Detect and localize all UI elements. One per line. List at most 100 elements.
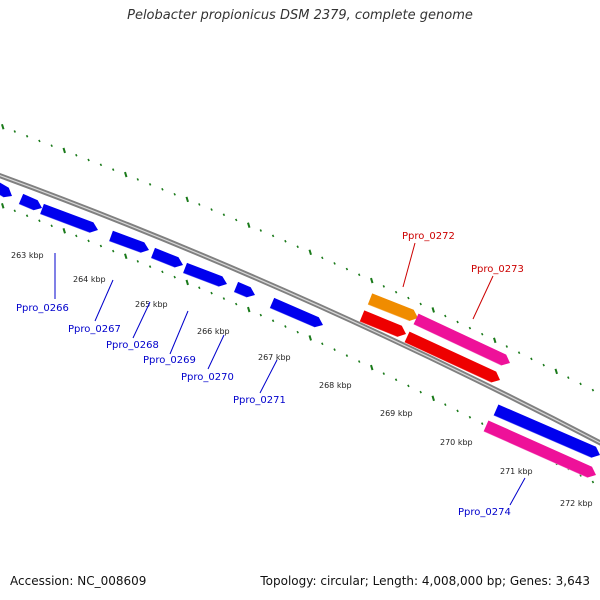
outer-tick-track — [1, 123, 595, 392]
minor-tick — [284, 325, 287, 328]
minor-tick — [333, 262, 336, 265]
minor-tick — [99, 163, 103, 167]
gene-label-ppro-0273[interactable]: Ppro_0273 — [471, 264, 524, 275]
accession-text: Accession: NC_008609 — [10, 574, 147, 588]
major-tick — [247, 306, 251, 313]
minor-tick — [234, 302, 238, 306]
minor-tick — [234, 218, 238, 222]
gene-block-blue-shine — [269, 307, 315, 328]
major-tick — [431, 307, 435, 313]
leader-line — [169, 310, 189, 355]
minor-tick — [579, 474, 582, 477]
gene-block-red-body — [359, 310, 406, 337]
tick-label: 272 kbp — [560, 499, 593, 508]
minor-tick — [99, 244, 103, 248]
minor-tick — [505, 345, 509, 348]
gene-block-red-shine — [359, 321, 398, 338]
minor-tick — [419, 302, 422, 306]
minor-tick — [407, 296, 410, 300]
minor-tick — [296, 245, 299, 249]
gene-block-red-body — [404, 331, 500, 383]
minor-tick — [591, 388, 595, 392]
minor-tick — [173, 275, 176, 279]
major-tick — [62, 147, 66, 154]
minor-tick — [75, 153, 78, 157]
major-tick — [185, 279, 189, 286]
minor-tick — [111, 249, 115, 253]
minor-tick — [296, 330, 299, 334]
gene-label-ppro-0267[interactable]: Ppro_0267 — [68, 324, 121, 335]
tick-label: 266 kbp — [197, 327, 230, 336]
minor-tick — [111, 168, 115, 172]
gene-block-blue-body — [233, 281, 255, 298]
gene-block-blue — [0, 182, 12, 198]
minor-tick — [321, 342, 324, 346]
minor-tick — [542, 363, 545, 367]
gene-block-blue — [233, 281, 255, 298]
gene-block-pink-body — [413, 313, 510, 366]
leader-line — [132, 301, 151, 339]
gene-block-blue — [269, 297, 323, 328]
gene-label-ppro-0269[interactable]: Ppro_0269 — [143, 355, 196, 366]
gene-block-pink-shine — [413, 323, 502, 366]
gene-label-ppro-0266[interactable]: Ppro_0266 — [16, 303, 69, 314]
gene-block-orange-shine — [367, 304, 410, 322]
gene-block-blue-body — [0, 182, 12, 198]
gene-block-pink-body — [483, 420, 596, 478]
minor-tick — [444, 403, 447, 406]
gene-block-blue-body — [493, 404, 600, 458]
gene-block-red-shine — [404, 341, 492, 383]
minor-tick — [468, 326, 472, 330]
gene-label-ppro-0268[interactable]: Ppro_0268 — [106, 340, 159, 351]
gene-label-ppro-0271[interactable]: Ppro_0271 — [233, 395, 286, 406]
major-tick — [124, 171, 128, 178]
minor-tick — [259, 313, 263, 317]
minor-tick — [271, 234, 275, 238]
gene-block-blue-body — [40, 203, 98, 233]
minor-tick — [591, 480, 595, 484]
gene-block-blue-shine — [39, 213, 90, 234]
leader-line — [509, 477, 526, 506]
minor-tick — [198, 203, 201, 206]
minor-tick — [25, 214, 29, 218]
topology-text: Topology: circular; Length: 4,008,000 bp… — [260, 574, 590, 588]
gene-block-orange-body — [367, 293, 418, 321]
minor-tick — [173, 192, 176, 196]
gene-block-red — [359, 310, 406, 338]
minor-tick — [357, 273, 361, 277]
minor-tick — [382, 284, 386, 288]
minor-tick — [87, 239, 90, 243]
minor-tick — [50, 144, 53, 148]
minor-tick — [530, 357, 533, 361]
gene-block-blue-shine — [233, 291, 247, 298]
genome-backbone — [0, 173, 600, 446]
gene-block-blue-shine — [0, 194, 4, 198]
gene-block-blue-body — [18, 193, 42, 211]
gene-label-ppro-0272[interactable]: Ppro_0272 — [402, 231, 455, 242]
gene-block-blue-shine — [108, 240, 141, 254]
major-tick — [1, 203, 5, 209]
minor-tick — [136, 260, 140, 263]
tick-label: 268 kbp — [319, 381, 352, 390]
gene-label-ppro-0270[interactable]: Ppro_0270 — [181, 372, 234, 383]
minor-tick — [419, 390, 422, 394]
gene-label-ppro-0274[interactable]: Ppro_0274 — [458, 507, 511, 518]
gene-block-blue — [18, 193, 42, 211]
tick-label: 265 kbp — [135, 300, 168, 309]
major-tick — [308, 335, 312, 341]
major-tick — [62, 228, 66, 234]
tick-label: 264 kbp — [73, 275, 106, 284]
leader-line — [94, 279, 114, 322]
gene-block-red — [404, 331, 500, 383]
gene-block-blue-shine — [493, 415, 592, 459]
minor-tick — [394, 290, 398, 294]
gene-features — [0, 182, 600, 479]
gene-block-blue — [493, 404, 600, 459]
gene-block-blue-body — [151, 247, 183, 268]
gene-block-blue — [182, 262, 227, 288]
diagram-title: Pelobacter propionicus DSM 2379, complet… — [127, 8, 473, 23]
minor-tick — [407, 384, 410, 388]
gene-block-pink-shine — [483, 431, 588, 479]
minor-tick — [456, 320, 459, 324]
